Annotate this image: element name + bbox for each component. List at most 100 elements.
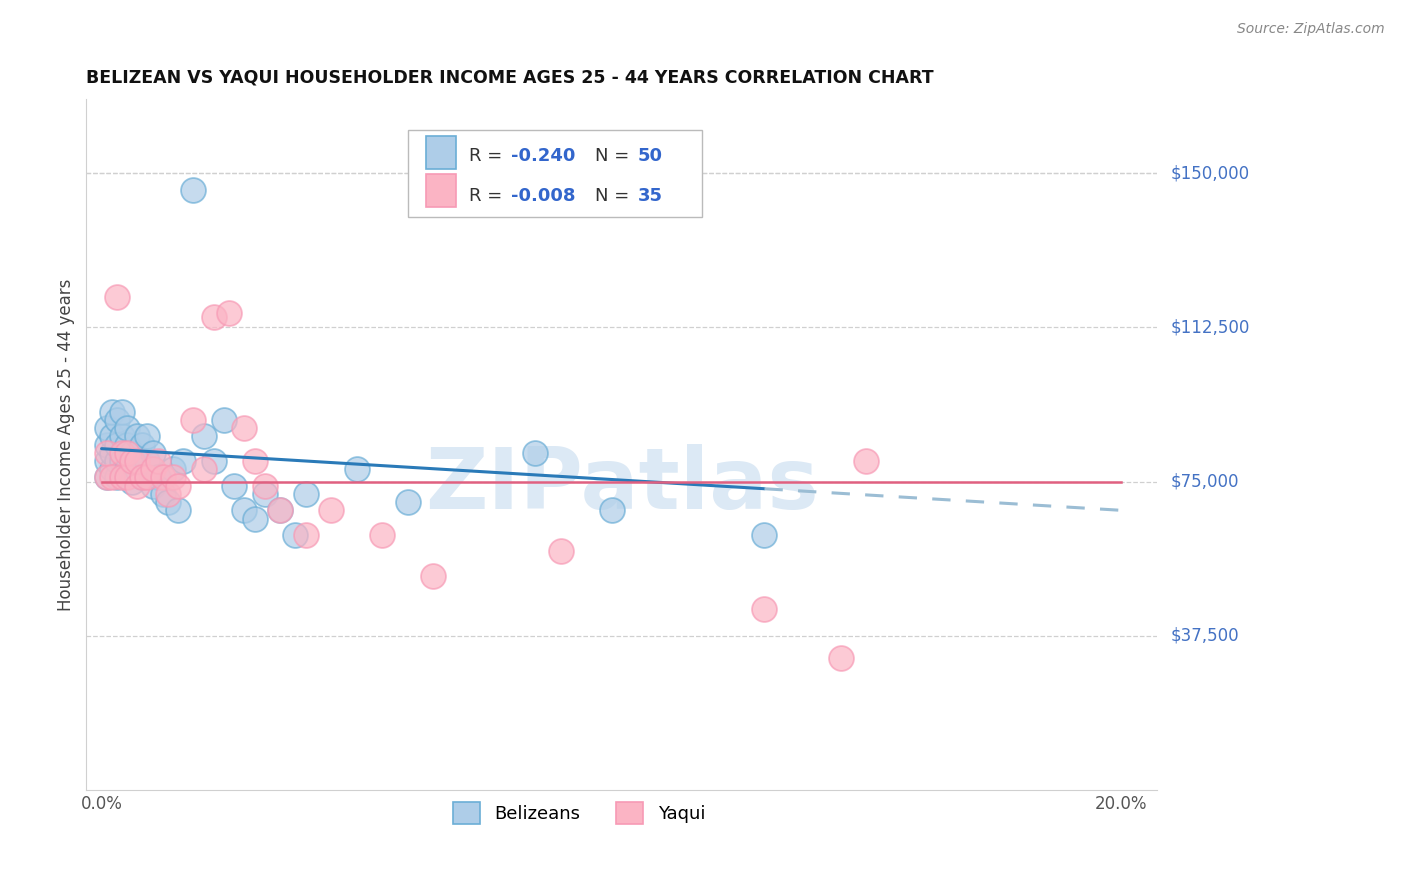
Text: R =: R = (468, 186, 508, 204)
Point (96, 454, 118, 468)
Text: BELIZEAN VS YAQUI HOUSEHOLDER INCOME AGES 25 - 44 YEARS CORRELATION CHART: BELIZEAN VS YAQUI HOUSEHOLDER INCOME AGE… (86, 69, 934, 87)
Point (152, 470, 174, 484)
Point (202, 454, 225, 468)
Point (193, 429, 215, 443)
Point (121, 454, 143, 468)
Point (243, 454, 266, 468)
Point (319, 503, 342, 517)
Point (830, 651, 852, 665)
Point (127, 454, 149, 468)
Point (96, 470, 118, 484)
Point (422, 569, 444, 583)
Point (131, 437, 153, 451)
Point (96, 446, 118, 460)
Point (101, 405, 124, 419)
Legend: Belizeans, Yaqui: Belizeans, Yaqui (443, 793, 714, 833)
Point (96, 421, 118, 435)
Point (346, 462, 368, 476)
Text: 35: 35 (638, 186, 662, 204)
Point (111, 446, 134, 460)
Point (156, 495, 179, 509)
Point (111, 405, 134, 419)
Text: -0.240: -0.240 (512, 147, 576, 165)
Point (136, 454, 159, 468)
Point (127, 462, 149, 476)
Point (269, 503, 291, 517)
Point (101, 446, 124, 460)
Point (115, 421, 138, 435)
Point (233, 421, 256, 435)
Point (105, 470, 128, 484)
Text: Source: ZipAtlas.com: Source: ZipAtlas.com (1237, 22, 1385, 37)
Point (754, 528, 776, 542)
Point (115, 462, 138, 476)
Point (224, 478, 246, 492)
Point (105, 289, 128, 303)
Point (101, 429, 124, 443)
Text: $150,000: $150,000 (1171, 164, 1250, 182)
Point (183, 413, 205, 427)
Point (162, 462, 184, 476)
Point (600, 503, 623, 517)
Point (131, 470, 153, 484)
Point (233, 503, 256, 517)
Text: R =: R = (468, 147, 508, 165)
Text: $75,000: $75,000 (1171, 473, 1240, 491)
Bar (426, 136, 456, 169)
Point (127, 478, 149, 492)
Point (253, 487, 276, 501)
Point (172, 454, 194, 468)
Point (284, 528, 307, 542)
Point (162, 470, 184, 484)
Point (167, 503, 190, 517)
Point (152, 487, 174, 501)
Point (754, 602, 776, 616)
Point (243, 511, 266, 525)
Point (212, 413, 235, 427)
Point (101, 462, 124, 476)
Text: N =: N = (595, 147, 636, 165)
Point (202, 310, 225, 324)
Point (115, 470, 138, 484)
Text: $112,500: $112,500 (1171, 318, 1250, 336)
Y-axis label: Householder Income Ages 25 - 44 years: Householder Income Ages 25 - 44 years (58, 278, 75, 611)
Point (294, 487, 316, 501)
Point (105, 437, 128, 451)
Point (396, 495, 419, 509)
Point (96, 470, 118, 484)
Point (524, 446, 547, 460)
Point (142, 462, 165, 476)
Point (105, 454, 128, 468)
Text: ZIPatlas: ZIPatlas (425, 444, 818, 527)
Point (96, 437, 118, 451)
Point (146, 470, 169, 484)
Point (136, 470, 159, 484)
Point (167, 478, 190, 492)
Point (115, 446, 138, 460)
Point (121, 475, 143, 489)
Point (111, 454, 134, 468)
Point (121, 446, 143, 460)
Point (111, 429, 134, 443)
Point (855, 454, 877, 468)
Bar (426, 174, 456, 207)
Text: N =: N = (595, 186, 636, 204)
Point (111, 470, 134, 484)
Point (142, 478, 165, 492)
FancyBboxPatch shape (408, 130, 702, 217)
Point (131, 470, 153, 484)
Point (269, 503, 291, 517)
Point (550, 544, 572, 558)
Point (115, 437, 138, 451)
Point (146, 454, 169, 468)
Point (136, 429, 159, 443)
Point (193, 462, 215, 476)
Text: $37,500: $37,500 (1171, 627, 1240, 645)
Point (294, 528, 316, 542)
Point (101, 470, 124, 484)
Point (127, 429, 149, 443)
Point (142, 446, 165, 460)
Point (371, 528, 394, 542)
Point (218, 306, 240, 320)
Point (156, 487, 179, 501)
